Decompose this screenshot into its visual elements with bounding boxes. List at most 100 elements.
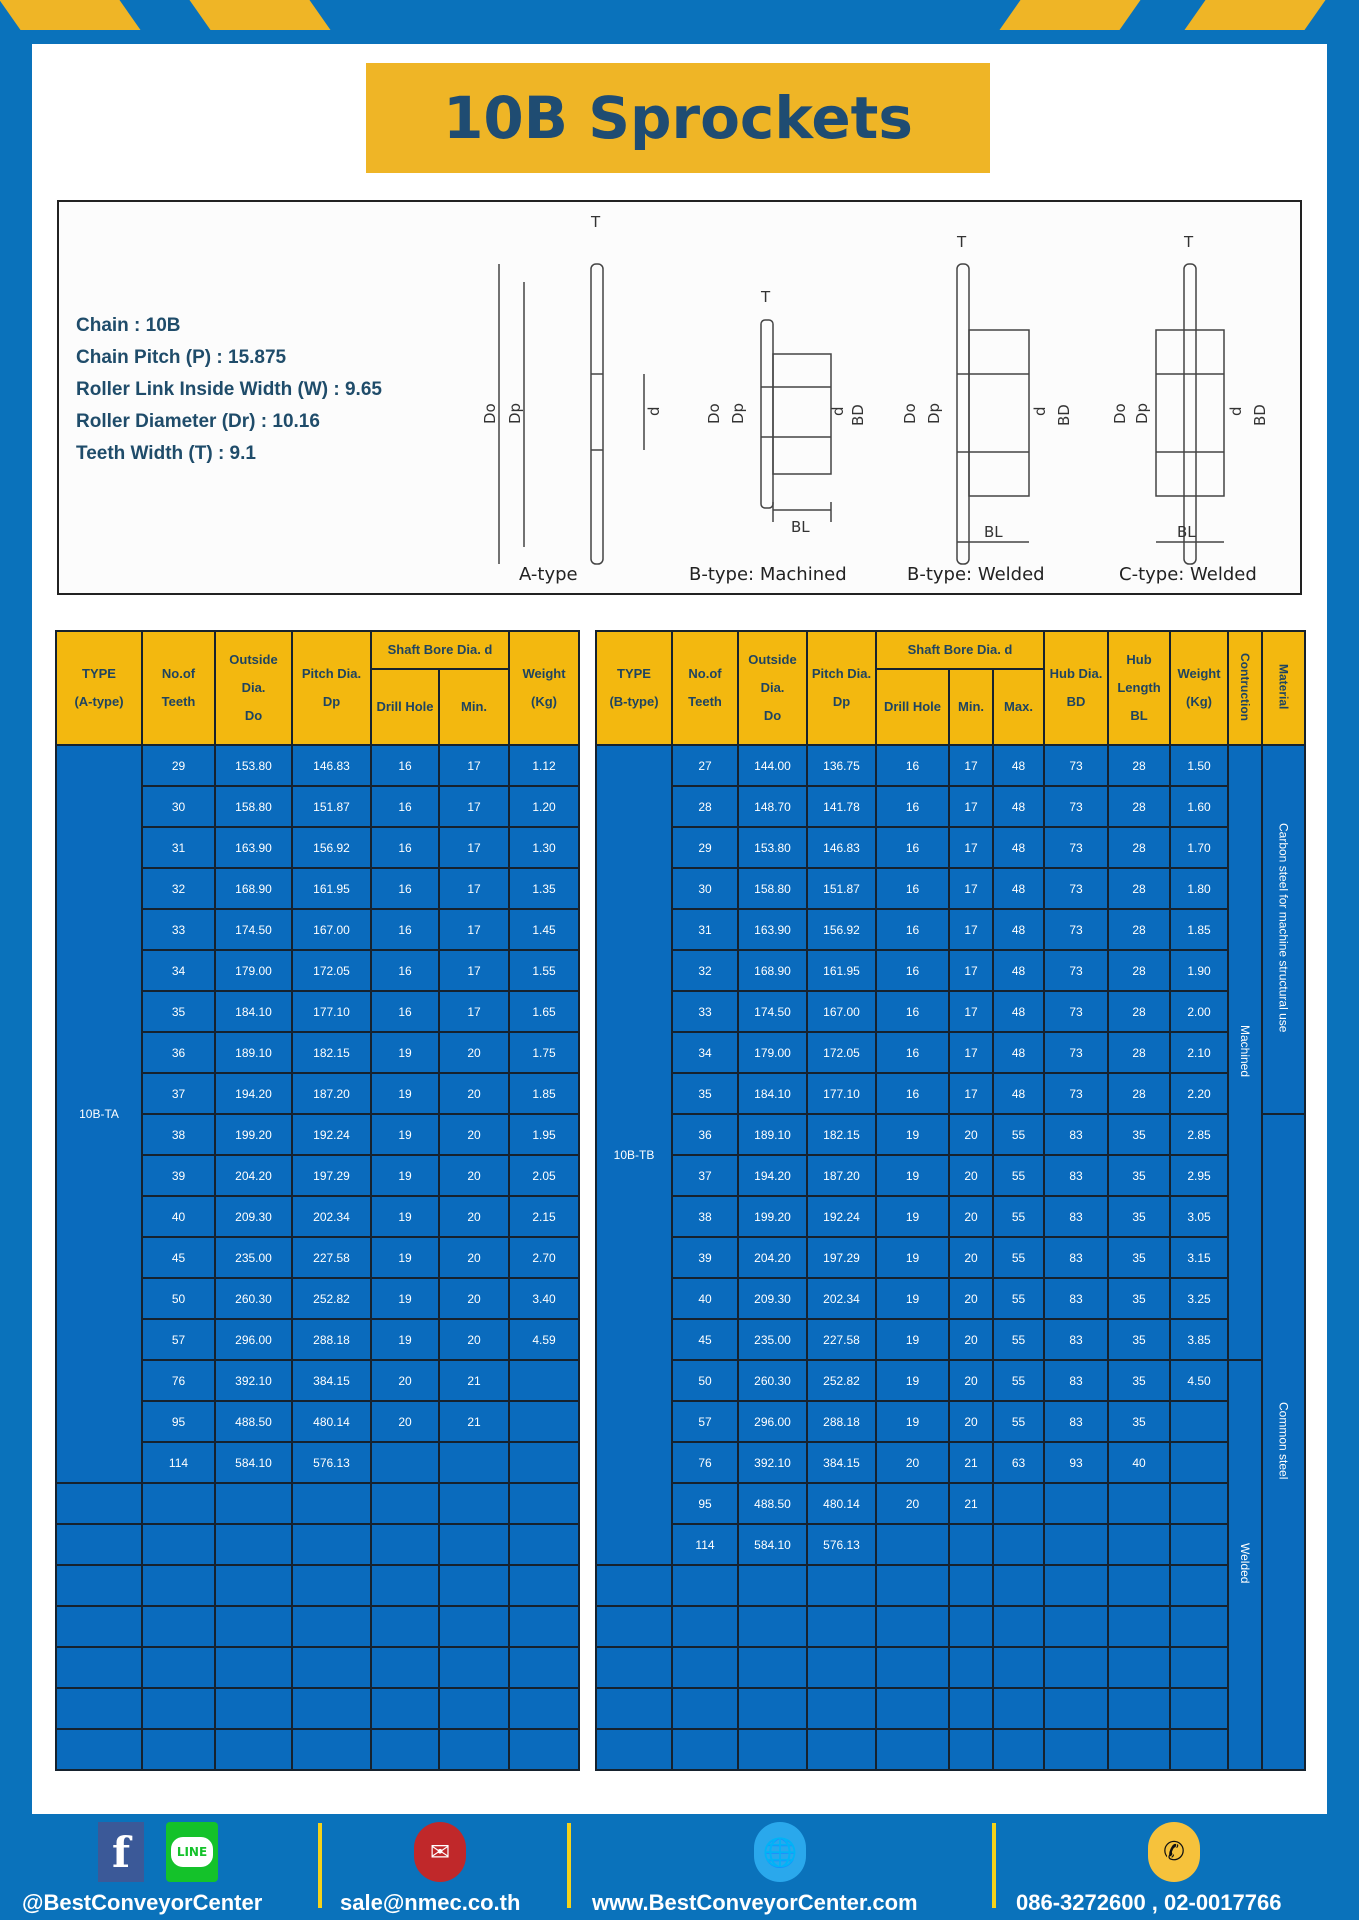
b-type-table: TYPE (B-type) No.of Teeth Outside Dia. Do Pi… (595, 630, 1307, 1771)
weight-cell: 1.30 (508, 826, 580, 869)
empty-cell (991, 1646, 1046, 1689)
teeth-cell: 28 (671, 785, 739, 828)
min-bore-cell: 17 (438, 990, 510, 1033)
phone-numbers[interactable]: 086-3272600 , 02-0017766 (1016, 1890, 1282, 1915)
pitch-dia-cell: 187.20 (806, 1154, 877, 1197)
weight-cell: 1.50 (1169, 744, 1230, 787)
header-outside-dia: Outside Dia. Do (214, 630, 293, 746)
outside-dia-cell: 260.30 (214, 1277, 293, 1320)
empty-cell (508, 1564, 580, 1607)
teeth-cell: 45 (671, 1318, 739, 1361)
empty-cell (806, 1728, 877, 1771)
empty-cell (595, 1564, 673, 1607)
phone-icon[interactable]: ✆ (1148, 1822, 1200, 1882)
table-row: 40 209.30 202.34 19 20 2.15 (56, 1195, 580, 1238)
drill-hole-cell: 16 (875, 1072, 950, 1115)
weight-cell: 2.00 (1169, 990, 1230, 1033)
drill-hole-cell: 19 (370, 1031, 440, 1074)
hub-dia-cell: 73 (1043, 1072, 1110, 1115)
max-bore-cell: 48 (991, 785, 1046, 828)
dim-bl: BL (791, 518, 810, 536)
empty-cell (141, 1605, 216, 1648)
dim-do: Do (901, 403, 919, 424)
drill-hole-cell: 16 (875, 785, 950, 828)
empty-cell (1169, 1687, 1230, 1730)
website-link[interactable]: www.BestConveyorCenter.com (592, 1890, 918, 1915)
drill-hole-cell: 16 (875, 1031, 950, 1074)
drill-hole-cell: 19 (370, 1318, 440, 1361)
teeth-cell: 39 (671, 1236, 739, 1279)
teeth-cell: 38 (141, 1113, 216, 1156)
empty-cell (141, 1564, 216, 1607)
header-min: Min. (948, 668, 994, 746)
empty-cell (1043, 1605, 1110, 1648)
empty-cell (438, 1523, 510, 1566)
dim-bd: BD (1055, 404, 1073, 426)
empty-cell (438, 1687, 510, 1730)
decor-stripe (999, 0, 1141, 30)
outside-dia-cell: 158.80 (214, 785, 293, 828)
dim-dp: Dp (925, 403, 943, 424)
label-c-welded: C-type: Welded (1119, 564, 1257, 585)
empty-cell (508, 1646, 580, 1689)
dim-bl: BL (984, 523, 1003, 541)
drill-hole-cell: 19 (875, 1318, 950, 1361)
empty-cell (438, 1482, 510, 1525)
max-bore-cell: 48 (991, 826, 1046, 869)
hub-dia-cell: 73 (1043, 867, 1110, 910)
drill-hole-cell: 19 (875, 1195, 950, 1238)
min-bore-cell: 20 (948, 1318, 994, 1361)
page-title: 10B Sprockets (366, 63, 990, 173)
weight-cell: 3.15 (1169, 1236, 1230, 1279)
weight-cell (1169, 1523, 1230, 1566)
drill-hole-cell: 19 (370, 1195, 440, 1238)
outside-dia-cell: 148.70 (737, 785, 808, 828)
drill-hole-cell: 16 (370, 949, 440, 992)
max-bore-cell: 55 (991, 1236, 1046, 1279)
weight-cell: 1.90 (1169, 949, 1230, 992)
drill-hole-cell: 19 (370, 1277, 440, 1320)
hub-length-cell: 28 (1107, 867, 1172, 910)
outside-dia-cell: 174.50 (214, 908, 293, 951)
weight-cell: 1.65 (508, 990, 580, 1033)
table-row: 114 584.10 576.13 (56, 1441, 580, 1484)
globe-icon[interactable]: 🌐 (754, 1822, 806, 1882)
facebook-icon[interactable]: f (98, 1822, 144, 1882)
weight-cell: 1.60 (1169, 785, 1230, 828)
weight-cell: 1.80 (1169, 867, 1230, 910)
outside-dia-cell: 204.20 (737, 1236, 808, 1279)
hub-dia-cell: 73 (1043, 785, 1110, 828)
max-bore-cell: 63 (991, 1441, 1046, 1484)
min-bore-cell: 17 (948, 949, 994, 992)
drill-hole-cell: 19 (875, 1113, 950, 1156)
min-bore-cell (948, 1523, 994, 1566)
table-row: 31 163.90 156.92 16 17 1.30 (56, 826, 580, 869)
empty-cell (214, 1687, 293, 1730)
email-icon[interactable]: ✉ (414, 1822, 466, 1882)
empty-cell (806, 1605, 877, 1648)
hub-dia-cell: 93 (1043, 1441, 1110, 1484)
teeth-cell: 114 (671, 1523, 739, 1566)
b-machined-profile (760, 319, 774, 509)
empty-cell (595, 1646, 673, 1689)
outside-dia-cell: 194.20 (214, 1072, 293, 1115)
empty-cell (737, 1687, 808, 1730)
pitch-dia-cell: 167.00 (806, 990, 877, 1033)
teeth-cell: 30 (141, 785, 216, 828)
teeth-cell: 27 (671, 744, 739, 787)
table-row: 39 204.20 197.29 19 20 55 83 35 3.15 (596, 1236, 1305, 1279)
max-bore-cell: 55 (991, 1318, 1046, 1361)
material-label: Common steel (1276, 1401, 1291, 1480)
header-weight: Weight (Kg) (1169, 630, 1230, 746)
pitch-dia-cell: 192.24 (291, 1113, 372, 1156)
table-row: 95 488.50 480.14 20 21 (56, 1400, 580, 1443)
social-handle[interactable]: @BestConveyorCenter (22, 1890, 263, 1915)
min-bore-cell: 20 (948, 1236, 994, 1279)
outside-dia-cell: 158.80 (737, 867, 808, 910)
line-icon[interactable]: LINE (166, 1822, 218, 1882)
teeth-cell: 39 (141, 1154, 216, 1197)
header-max: Max. (991, 668, 1046, 746)
email-link[interactable]: sale@nmec.co.th (340, 1890, 521, 1915)
table-row: 37 194.20 187.20 19 20 55 83 35 2.95 (596, 1154, 1305, 1197)
table-row: 35 184.10 177.10 16 17 1.65 (56, 990, 580, 1033)
